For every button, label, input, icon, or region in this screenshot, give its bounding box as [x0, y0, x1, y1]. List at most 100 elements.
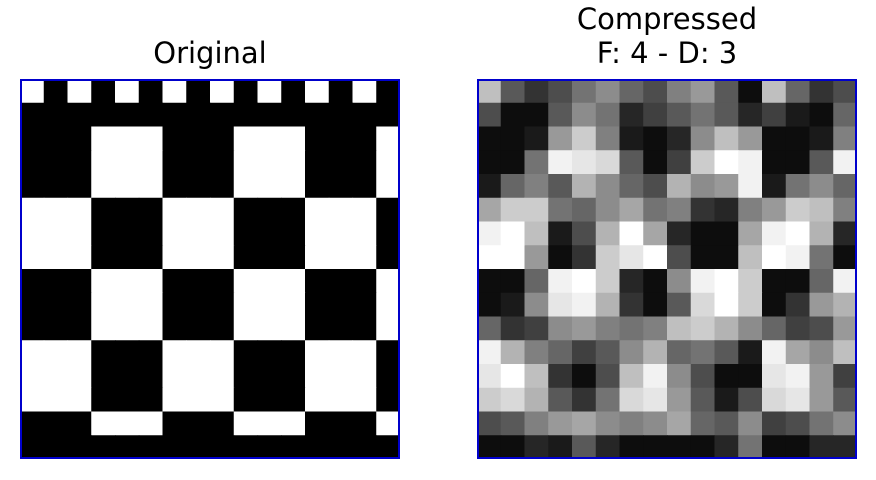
original-cell-r10-c0 — [20, 316, 45, 341]
original-cell-r8-c10 — [257, 269, 282, 294]
original-cell-r2-c14 — [352, 126, 377, 151]
compressed-cell-r15-c6 — [619, 435, 644, 459]
original-cell-r2-c7 — [186, 126, 211, 151]
compressed-cell-r8-c7 — [643, 269, 668, 294]
original-cell-r15-c10 — [257, 435, 282, 459]
original-cell-r12-c10 — [257, 364, 282, 389]
original-cell-r8-c1 — [43, 269, 69, 294]
original-cell-r0-c2 — [67, 79, 92, 104]
compressed-cell-r6-c11 — [738, 221, 763, 246]
original-cell-r10-c2 — [67, 316, 92, 341]
original-cell-r10-c3 — [91, 316, 116, 341]
compressed-cell-r14-c12 — [762, 411, 787, 436]
compressed-cell-r0-c0 — [477, 79, 502, 104]
original-cell-r11-c9 — [233, 340, 259, 365]
compressed-cell-r9-c8 — [667, 292, 692, 318]
compressed-cell-r6-c0 — [477, 221, 502, 246]
original-cell-r1-c13 — [328, 102, 354, 128]
compressed-cell-r13-c9 — [690, 387, 716, 413]
compressed-cell-r2-c13 — [785, 126, 811, 151]
compressed-cell-r4-c3 — [548, 174, 573, 199]
original-cell-r0-c8 — [210, 79, 235, 104]
original-cell-r13-c9 — [233, 387, 259, 413]
compressed-cell-r5-c2 — [524, 197, 549, 223]
original-cell-r4-c15 — [376, 174, 400, 199]
original-cell-r13-c10 — [257, 387, 282, 413]
original-cell-r15-c0 — [20, 435, 45, 459]
original-cell-r5-c14 — [352, 197, 377, 223]
original-cell-r11-c13 — [328, 340, 354, 365]
original-cell-r6-c7 — [186, 221, 211, 246]
original-cell-r0-c12 — [305, 79, 330, 104]
original-cell-r2-c15 — [376, 126, 400, 151]
original-cell-r7-c3 — [91, 245, 116, 270]
original-cell-r4-c11 — [281, 174, 306, 199]
compressed-cell-r14-c4 — [572, 411, 597, 436]
original-cell-r15-c12 — [305, 435, 330, 459]
original-cell-r3-c12 — [305, 150, 330, 175]
compressed-cell-r6-c8 — [667, 221, 692, 246]
original-cell-r15-c8 — [210, 435, 235, 459]
original-cell-r8-c0 — [20, 269, 45, 294]
original-cell-r10-c12 — [305, 316, 330, 341]
original-cell-r0-c15 — [376, 79, 400, 104]
compressed-cell-r9-c12 — [762, 292, 787, 318]
original-cell-r9-c13 — [328, 292, 354, 318]
compressed-cell-r13-c8 — [667, 387, 692, 413]
compressed-cell-r10-c7 — [643, 316, 668, 341]
original-cell-r14-c0 — [20, 411, 45, 436]
original-cell-r9-c10 — [257, 292, 282, 318]
compressed-cell-r12-c3 — [548, 364, 573, 389]
original-cell-r3-c0 — [20, 150, 45, 175]
compressed-cell-r12-c12 — [762, 364, 787, 389]
compressed-cell-r7-c9 — [690, 245, 716, 270]
compressed-cell-r2-c10 — [714, 126, 739, 151]
original-cell-r1-c14 — [352, 102, 377, 128]
compressed-cell-r14-c11 — [738, 411, 763, 436]
original-cell-r9-c15 — [376, 292, 400, 318]
original-cell-r1-c1 — [43, 102, 69, 128]
original-heatmap-svg — [20, 79, 400, 459]
compressed-cell-r11-c11 — [738, 340, 763, 365]
compressed-cell-r13-c1 — [500, 387, 526, 413]
compressed-cell-r5-c6 — [619, 197, 644, 223]
compressed-cell-r0-c2 — [524, 79, 549, 104]
compressed-cell-r14-c13 — [785, 411, 811, 436]
original-cell-r6-c10 — [257, 221, 282, 246]
original-cell-r7-c5 — [138, 245, 164, 270]
compressed-cell-r1-c2 — [524, 102, 549, 128]
original-cell-r7-c9 — [233, 245, 259, 270]
original-cell-r14-c12 — [305, 411, 330, 436]
original-cell-r1-c9 — [233, 102, 259, 128]
original-cell-r8-c13 — [328, 269, 354, 294]
compressed-cell-r8-c0 — [477, 269, 502, 294]
compressed-cell-r1-c4 — [572, 102, 597, 128]
compressed-cell-r6-c7 — [643, 221, 668, 246]
original-cell-r2-c8 — [210, 126, 235, 151]
compressed-cell-r1-c11 — [738, 102, 763, 128]
compressed-cell-r13-c0 — [477, 387, 502, 413]
original-cell-r1-c3 — [91, 102, 116, 128]
compressed-cell-r14-c7 — [643, 411, 668, 436]
original-cell-r11-c2 — [67, 340, 92, 365]
original-cell-r4-c5 — [138, 174, 164, 199]
original-cell-r1-c0 — [20, 102, 45, 128]
compressed-title-line-2: F: 4 - D: 3 — [596, 36, 738, 70]
original-cell-r10-c6 — [162, 316, 187, 341]
original-cell-r13-c3 — [91, 387, 116, 413]
original-cell-r10-c7 — [186, 316, 211, 341]
compressed-cell-r5-c11 — [738, 197, 763, 223]
compressed-cell-r2-c11 — [738, 126, 763, 151]
compressed-cell-r14-c2 — [524, 411, 549, 436]
original-cell-r0-c10 — [257, 79, 282, 104]
original-cell-r14-c9 — [233, 411, 259, 436]
compressed-cell-r13-c7 — [643, 387, 668, 413]
compressed-cell-r5-c10 — [714, 197, 739, 223]
compressed-cell-r4-c14 — [809, 174, 834, 199]
original-cell-r7-c1 — [43, 245, 69, 270]
compressed-cell-r0-c6 — [619, 79, 644, 104]
compressed-cell-r0-c3 — [548, 79, 573, 104]
original-cell-r12-c12 — [305, 364, 330, 389]
compressed-cell-r4-c9 — [690, 174, 716, 199]
compressed-cell-r11-c12 — [762, 340, 787, 365]
